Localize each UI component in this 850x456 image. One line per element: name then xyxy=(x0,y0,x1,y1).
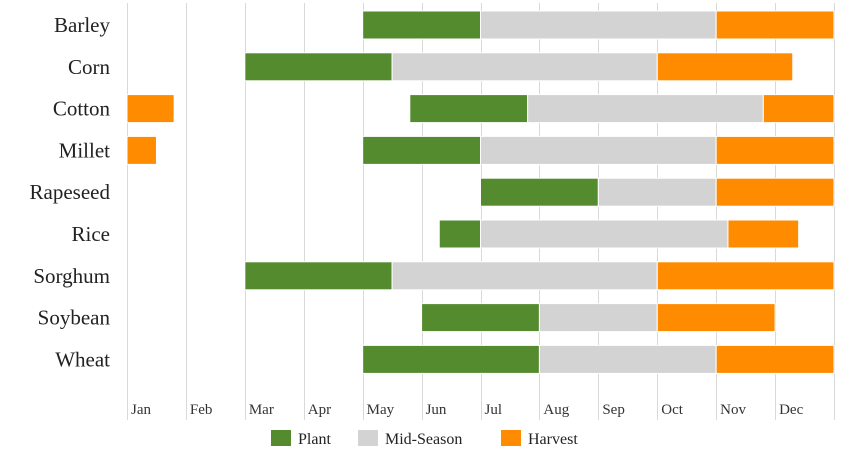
bar-barley-plant xyxy=(362,10,481,40)
legend-label-mid-season: Mid-Season xyxy=(385,431,462,448)
tick-label-apr: Apr xyxy=(308,402,331,418)
tick-label-sep: Sep xyxy=(602,402,625,418)
tick-label-mar: Mar xyxy=(249,402,274,418)
tick-label-aug: Aug xyxy=(543,402,569,418)
bar-millet-harvest xyxy=(126,135,157,165)
category-label-millet: Millet xyxy=(59,138,110,162)
bar-rice-harvest xyxy=(727,219,800,249)
bar-cotton-harvest xyxy=(126,94,175,124)
bar-rice-mid-season xyxy=(480,219,729,249)
bar-cotton-harvest xyxy=(762,94,835,124)
bar-millet-plant xyxy=(362,135,481,165)
tick-label-may: May xyxy=(367,402,395,418)
bar-sorghum-plant xyxy=(244,261,393,291)
legend: Plant Mid-Season Harvest xyxy=(271,430,578,448)
legend-swatch-harvest xyxy=(501,430,521,446)
bar-corn-mid-season xyxy=(391,52,658,82)
bar-barley-harvest xyxy=(715,10,835,40)
bar-millet-mid-season xyxy=(480,135,717,165)
legend-swatch-mid-season xyxy=(358,430,378,446)
bar-sorghum-mid-season xyxy=(391,261,658,291)
category-label-sorghum: Sorghum xyxy=(33,264,110,288)
category-label-soybean: Soybean xyxy=(38,306,111,330)
legend-label-plant: Plant xyxy=(298,431,331,448)
category-labels: Barley Corn Cotton Millet Rapeseed Rice Sorghu… xyxy=(30,13,111,371)
tick-label-nov: Nov xyxy=(720,402,746,418)
bar-soybean-plant xyxy=(421,303,540,333)
legend-swatch-plant xyxy=(271,430,291,446)
tick-label-dec: Dec xyxy=(779,402,803,418)
bar-soybean-harvest xyxy=(656,303,776,333)
category-label-barley: Barley xyxy=(54,13,110,37)
bar-millet-harvest xyxy=(715,135,835,165)
month-tick-labels: Jan Feb Mar Apr May Jun Jul Aug Sep Oct Nov Dec xyxy=(131,402,804,418)
bar-corn-harvest xyxy=(656,52,794,82)
bar-rapeseed-plant xyxy=(480,177,599,207)
bar-barley-mid-season xyxy=(480,10,717,40)
tick-label-jul: Jul xyxy=(485,402,503,418)
bar-rapeseed-harvest xyxy=(715,177,835,207)
bars xyxy=(126,10,835,374)
tick-label-oct: Oct xyxy=(661,402,683,418)
bar-soybean-mid-season xyxy=(538,303,658,333)
category-label-rice: Rice xyxy=(72,222,110,246)
bar-rice-plant xyxy=(438,219,481,249)
bar-cotton-plant xyxy=(409,94,529,124)
tick-label-feb: Feb xyxy=(190,402,213,418)
category-label-rapeseed: Rapeseed xyxy=(30,180,111,204)
category-label-cotton: Cotton xyxy=(53,97,111,121)
tick-label-jun: Jun xyxy=(426,402,447,418)
category-label-wheat: Wheat xyxy=(55,347,110,371)
bar-wheat-plant xyxy=(362,344,540,374)
category-label-corn: Corn xyxy=(68,55,111,79)
bar-cotton-mid-season xyxy=(527,94,764,124)
bar-corn-plant xyxy=(244,52,393,82)
bar-sorghum-harvest xyxy=(656,261,835,291)
tick-label-jan: Jan xyxy=(131,402,151,418)
bar-rapeseed-mid-season xyxy=(597,177,717,207)
bar-wheat-harvest xyxy=(715,344,835,374)
bar-wheat-mid-season xyxy=(538,344,717,374)
legend-label-harvest: Harvest xyxy=(528,431,578,448)
